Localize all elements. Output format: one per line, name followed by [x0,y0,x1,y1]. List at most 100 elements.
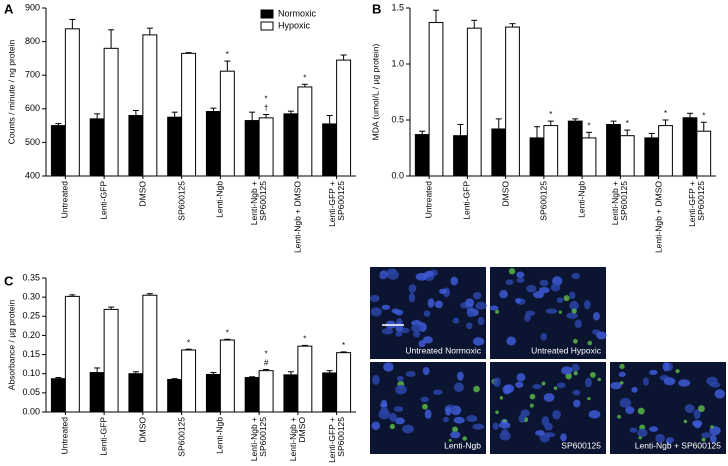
cell-nucleus [663,377,676,386]
bar [103,47,119,177]
bar [167,116,183,177]
cell-nucleus [693,409,701,420]
bar [181,52,197,177]
significance-marker: * [226,328,229,337]
cell-nucleus [472,291,482,300]
cell-nucleus [540,333,548,341]
bar [205,373,221,413]
cell-nucleus [619,397,632,408]
cell-nucleus [588,410,601,419]
cell-nucleus [453,382,464,393]
cell-nucleus [395,384,407,395]
bar [50,125,66,177]
cell-nucleus [380,399,388,408]
legend-swatch [260,21,274,31]
cell-nucleus [526,284,537,293]
significance-marker: * [303,73,306,82]
cell-nucleus [706,376,718,386]
fluorescence [573,371,578,376]
cell-nucleus [505,279,514,285]
cell-nucleus [560,433,567,442]
cell-nucleus [515,381,524,388]
cell-nucleus [473,337,485,346]
cell-nucleus [571,272,580,280]
cell-nucleus [383,362,394,372]
cell-nucleus [649,369,658,375]
fluorescence [541,381,546,386]
fluorescence [529,393,536,400]
micrograph: Lenti-Ngb + SP600125 [610,362,726,454]
bar [297,345,313,413]
x-tick-label: Lenti-GFP + SP600125 [326,417,346,463]
cell-nucleus [492,422,499,430]
cell-nucleus [662,362,670,372]
y-tick-label: 0.15 [22,349,40,359]
x-tick-label: DMSO [137,181,148,207]
fluorescence [452,426,459,433]
bar [89,372,105,413]
bar [103,308,119,413]
cell-nucleus [533,291,545,299]
cell-nucleus [545,308,558,314]
fluorescence [462,436,468,441]
cell-nucleus [506,336,517,346]
cell-nucleus [625,406,635,415]
cell-nucleus [499,290,508,299]
fluorescence [597,377,602,382]
fluorescence [710,425,714,429]
image-caption: Untreated Normoxic [405,345,481,355]
cell-nucleus [405,371,416,377]
y-tick-label: 0.10 [22,368,40,378]
bar [142,34,158,177]
cell-nucleus [445,406,452,416]
cell-nucleus [556,382,566,389]
bar [64,28,80,177]
cell-nucleus [539,279,549,287]
bar [244,377,260,413]
y-tick-label: 0.25 [22,311,40,321]
cell-nucleus [538,286,550,294]
cell-nucleus [516,373,526,382]
cell-nucleus [422,336,433,344]
fluorescence [499,396,504,400]
legend-label: Normoxic [278,8,317,18]
bar [567,120,583,177]
image-caption: Lenti-Ngb [444,440,481,450]
cell-nucleus [477,316,485,326]
y-tick-label: 0.5 [391,114,404,124]
bar [428,22,444,177]
y-tick-label: 0.00 [22,406,40,416]
fluorescence [473,385,480,393]
cell-nucleus [610,382,622,390]
cell-nucleus [395,331,403,337]
cell-nucleus [466,322,473,330]
cell-nucleus [415,272,428,281]
fluorescence [573,338,578,344]
cell-nucleus [714,389,725,399]
x-tick-label: Lenti-Ngb + DMSO [287,417,307,462]
cell-nucleus [498,421,511,429]
bar [696,130,712,177]
x-tick-label: Lenti-Ngb + SP600125 [249,417,269,462]
legend-label: Hypoxic [278,20,311,30]
y-tick-label: 0.35 [22,272,40,282]
cell-nucleus [467,311,474,318]
fluorescence [448,438,452,442]
cell-nucleus [552,409,561,420]
fluorescence [675,369,680,374]
bar [181,349,197,413]
bar [219,70,235,177]
legend-swatch [260,9,274,19]
cell-nucleus [395,322,404,333]
bar [258,370,274,413]
cell-nucleus [434,300,443,309]
cell-nucleus [710,434,717,444]
cell-nucleus [425,270,434,277]
significance-marker: * [265,95,268,104]
cell-nucleus [655,433,665,443]
fluorescence [422,403,428,410]
panel-label: B [372,1,381,16]
image-caption: Untreated Hypoxic [531,345,602,355]
bar [606,123,621,177]
bar [219,339,235,413]
